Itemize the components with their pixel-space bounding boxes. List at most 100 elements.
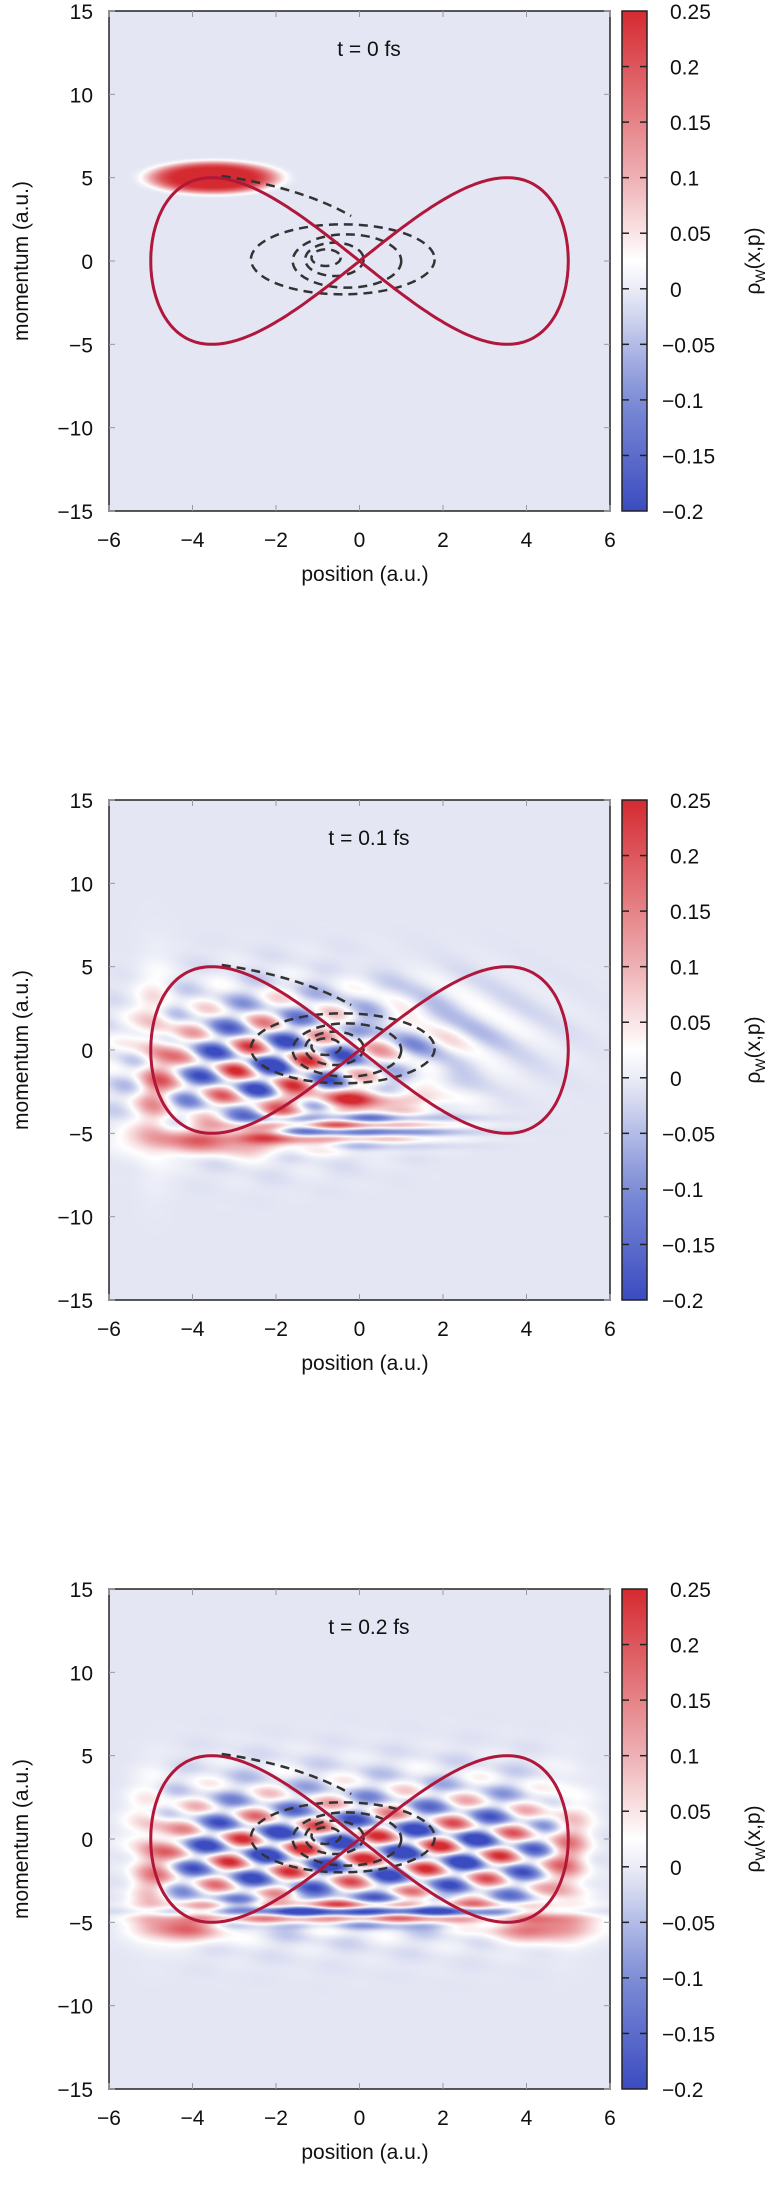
y-tick-label: −15	[57, 1290, 93, 1313]
y-tick-label: −10	[57, 1996, 93, 2019]
colorbar-tick-label: −0.2	[662, 501, 703, 524]
x-tick-label: 0	[354, 2107, 366, 2130]
contour-line	[249, 1012, 436, 1085]
colorbar-label-sub: W	[752, 1847, 768, 1861]
wigner-panel: −6 −4 −2 0 2 4 6 −15 −10 −5 0 5 10 15 position (a.u.) m…	[0, 790, 772, 1400]
y-tick-label: −15	[57, 501, 93, 524]
colorbar-label-sub: W	[752, 269, 768, 283]
y-tick-label: 10	[70, 873, 93, 896]
contour-line	[221, 1752, 352, 1796]
contour-line	[291, 1022, 403, 1078]
y-tick-label: −10	[57, 1207, 93, 1230]
panel-title: t = 0.2 fs	[328, 1616, 409, 1639]
colorbar-tick-label: 0.2	[670, 57, 699, 80]
x-axis-label: position (a.u.)	[301, 1352, 428, 1375]
colorbar	[621, 10, 648, 512]
x-tick-label: −6	[97, 2107, 121, 2130]
colorbar-tick-label: 0.1	[670, 168, 699, 191]
colorbar-label-args: (x,p)	[742, 227, 765, 269]
y-tick-label: 0	[81, 1829, 93, 1852]
colorbar-tick-label: 0	[670, 1857, 682, 1880]
colorbar-label-rho: ρ	[742, 1072, 765, 1084]
classical-trajectory	[149, 176, 570, 346]
y-tick-label: 5	[81, 957, 93, 980]
y-axis-label: momentum (a.u.)	[10, 970, 33, 1130]
contour-line	[249, 1801, 436, 1874]
x-tick-label: −2	[264, 2107, 288, 2130]
colorbar-tick-label: −0.1	[662, 390, 703, 413]
x-tick-label: 6	[604, 2107, 616, 2130]
colorbar-tick-label: −0.15	[662, 1234, 715, 1257]
colorbar-tick-label: −0.2	[662, 2079, 703, 2102]
y-tick-label: −15	[57, 2079, 93, 2102]
contour-line	[221, 963, 352, 1007]
colorbar-label-rho: ρ	[742, 1861, 765, 1873]
colorbar	[621, 799, 648, 1301]
x-tick-label: 6	[604, 1318, 616, 1341]
wigner-panel: −6 −4 −2 0 2 4 6 −15 −10 −5 0 5 10 15 position (a.u.) m…	[0, 1579, 772, 2189]
y-tick-label: 5	[81, 1746, 93, 1769]
colorbar-tick-label: −0.2	[662, 1290, 703, 1313]
x-tick-label: −2	[264, 1318, 288, 1341]
colorbar-tick-label: 0.25	[670, 1, 711, 24]
x-tick-label: 0	[354, 1318, 366, 1341]
x-tick-label: −4	[181, 2107, 205, 2130]
colorbar	[621, 1588, 648, 2090]
colorbar-tick-label: −0.05	[662, 334, 715, 357]
colorbar-label-args: (x,p)	[742, 1016, 765, 1058]
classical-trajectory	[149, 1754, 570, 1924]
colorbar-tick-label: 0.25	[670, 790, 711, 813]
x-tick-label: 0	[354, 529, 366, 552]
x-tick-label: 4	[521, 529, 533, 552]
y-tick-label: 15	[70, 790, 93, 813]
colorbar-label-rho: ρ	[742, 283, 765, 295]
colorbar-tick-label: 0.15	[670, 1690, 711, 1713]
contour-line	[310, 1826, 342, 1846]
plot-overlay: −6 −4 −2 0 2 4 6 −15 −10 −5 0 5 10 15 position (a.u.) m…	[10, 1, 768, 586]
colorbar-tick-label: 0.15	[670, 112, 711, 135]
y-tick-label: 15	[70, 1, 93, 24]
contour-line	[310, 248, 342, 268]
classical-trajectory	[149, 965, 570, 1135]
colorbar-tick-label: −0.1	[662, 1179, 703, 1202]
contour-line	[303, 1819, 365, 1856]
panel-title: t = 0 fs	[337, 38, 401, 61]
colorbar-label-sub: W	[752, 1058, 768, 1072]
x-tick-label: 4	[521, 2107, 533, 2130]
x-tick-label: −6	[97, 529, 121, 552]
y-tick-label: 10	[70, 1662, 93, 1685]
colorbar-tick-label: 0.05	[670, 1012, 711, 1035]
y-tick-label: 10	[70, 84, 93, 107]
colorbar-tick-label: 0	[670, 1068, 682, 1091]
colorbar-tick-label: −0.15	[662, 445, 715, 468]
y-tick-label: −10	[57, 418, 93, 441]
contour-line	[249, 223, 436, 296]
y-tick-label: −5	[69, 334, 93, 357]
colorbar-label-args: (x,p)	[742, 1805, 765, 1847]
y-tick-label: 5	[81, 168, 93, 191]
contour-line	[310, 1037, 342, 1057]
contour-line	[291, 233, 403, 289]
y-tick-label: 0	[81, 251, 93, 274]
colorbar-tick-label: 0.2	[670, 846, 699, 869]
x-tick-label: 6	[604, 529, 616, 552]
x-axis-label: position (a.u.)	[301, 563, 428, 586]
y-tick-label: −5	[69, 1123, 93, 1146]
colorbar-tick-label: −0.05	[662, 1912, 715, 1935]
wigner-panel: −6 −4 −2 0 2 4 6 −15 −10 −5 0 5 10 15 position (a.u.) m…	[0, 1, 772, 611]
colorbar-tick-label: 0.2	[670, 1635, 699, 1658]
colorbar-tick-label: 0	[670, 279, 682, 302]
x-axis-label: position (a.u.)	[301, 2141, 428, 2164]
y-axis-label: momentum (a.u.)	[10, 1759, 33, 1919]
plot-overlay: −6 −4 −2 0 2 4 6 −15 −10 −5 0 5 10 15 position (a.u.) m…	[10, 790, 768, 1375]
plot-overlay: −6 −4 −2 0 2 4 6 −15 −10 −5 0 5 10 15 position (a.u.) m…	[10, 1579, 768, 2164]
colorbar-tick-label: 0.05	[670, 223, 711, 246]
x-tick-label: 2	[437, 2107, 449, 2130]
colorbar-label: ρW(x,p)	[742, 227, 768, 294]
colorbar-tick-label: 0.1	[670, 1746, 699, 1769]
x-tick-label: −4	[181, 1318, 205, 1341]
x-tick-label: 4	[521, 1318, 533, 1341]
colorbar-tick-label: 0.15	[670, 901, 711, 924]
x-tick-label: −6	[97, 1318, 121, 1341]
y-tick-label: 0	[81, 1040, 93, 1063]
